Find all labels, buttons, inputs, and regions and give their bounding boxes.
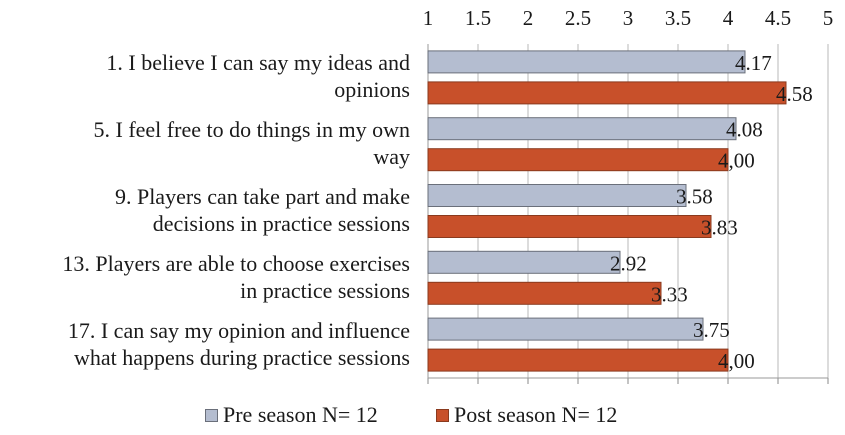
x-tick-label: 1 [423, 6, 434, 30]
x-tick-label: 4 [723, 6, 734, 30]
legend-swatch-pre [205, 408, 218, 422]
data-label: 3.33 [651, 282, 688, 306]
data-label: 4,00 [718, 349, 755, 373]
category-label-line: what happens during practice sessions [73, 344, 410, 370]
bar-pre-season [427, 317, 704, 341]
data-label: 4.17 [735, 51, 772, 75]
bar-post-season [427, 348, 729, 372]
category-label-line: 17. I can say my opinion and influence [67, 317, 410, 343]
data-label: 4.08 [726, 118, 763, 142]
legend-item-post: Post season N= 12 [436, 402, 617, 428]
x-tick-label: 2 [523, 6, 534, 30]
x-tick-label: 3 [623, 6, 634, 30]
category-label-line: 13. Players are able to choose exercises [62, 250, 410, 276]
bar-post-season [427, 215, 712, 238]
bar-pre-season [427, 184, 687, 207]
x-tick-label: 3.5 [665, 6, 691, 30]
bar-post-season [427, 81, 787, 105]
category-label-line: 1. I believe I can say my ideas and [106, 50, 410, 76]
data-label: 3.58 [676, 185, 713, 209]
category-label-line: way [373, 144, 410, 170]
bar-pre-season [427, 50, 746, 74]
category-label: 17. I can say my opinion and influence wh… [0, 317, 410, 371]
bar-pre-season [427, 250, 621, 274]
bar-post-season [427, 281, 662, 305]
category-label: 9. Players can take part and make decisio… [0, 183, 410, 237]
data-label: 2.92 [610, 251, 647, 275]
x-tick-label: 5 [823, 6, 834, 30]
bar-pre-season [427, 117, 737, 141]
data-label: 4,00 [718, 149, 755, 173]
data-label: 3.75 [693, 318, 730, 342]
category-label-line: decisions in practice sessions [152, 211, 410, 236]
legend-item-pre: Pre season N= 12 [205, 402, 378, 428]
legend-swatch-post [436, 408, 449, 422]
bar-post-season [427, 148, 729, 172]
x-tick-label: 1.5 [465, 6, 491, 30]
x-tick-label: 2.5 [565, 6, 591, 30]
category-label: 1. I believe I can say my ideas and opini… [0, 49, 410, 103]
x-tick-label: 4.5 [765, 6, 791, 30]
data-label: 4.58 [776, 82, 813, 106]
legend-label-pre: Pre season N= 12 [223, 402, 378, 427]
legend-label-post: Post season N= 12 [454, 402, 618, 427]
category-label-line: opinions [334, 77, 410, 103]
category-label-line: 5. I feel free to do things in my own [93, 117, 411, 143]
data-label: 3.83 [701, 216, 738, 240]
category-label-line: in practice sessions [240, 277, 410, 303]
category-label: 13. Players are able to choose exercises… [0, 250, 410, 304]
category-label-line: 9. Players can take part and make [114, 184, 410, 209]
category-label: 5. I feel free to do things in my own way [0, 116, 411, 170]
